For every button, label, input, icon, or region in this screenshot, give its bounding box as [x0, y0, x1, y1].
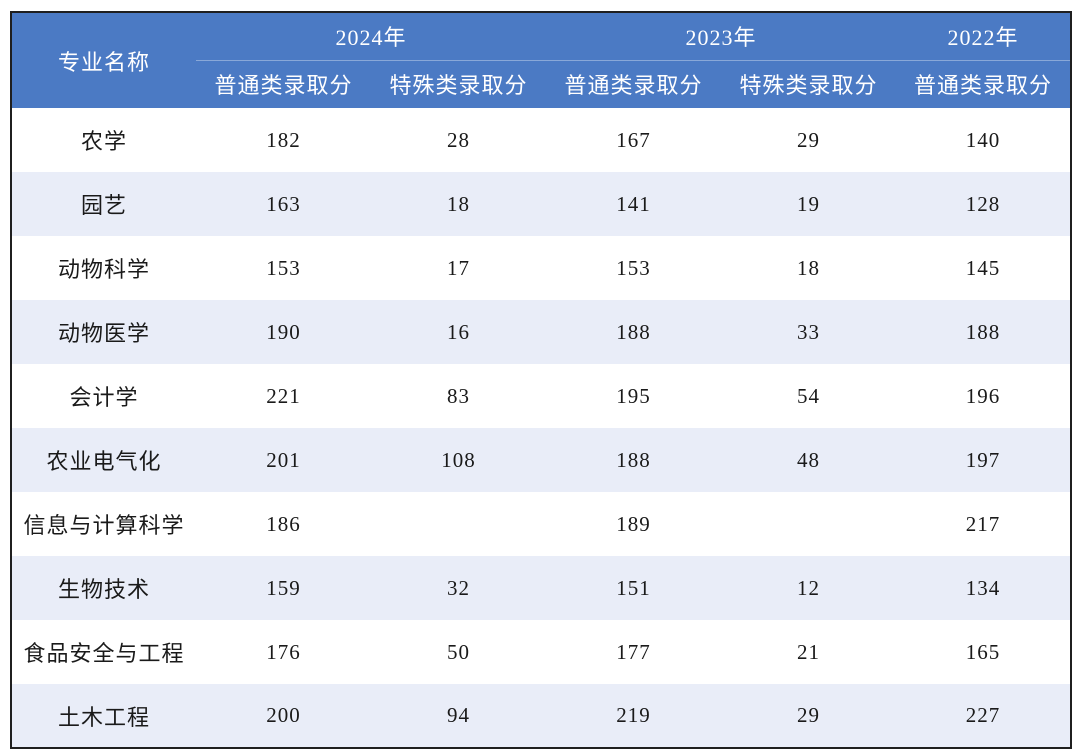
column-header-major: 专业名称 [11, 12, 196, 108]
score-cell: 153 [196, 236, 371, 300]
score-cell: 197 [896, 428, 1072, 492]
score-cell: 176 [196, 620, 371, 684]
score-cell: 221 [196, 364, 371, 428]
score-cell: 188 [546, 300, 722, 364]
score-cell: 21 [721, 620, 897, 684]
table-row: 会计学 221 83 195 54 196 [11, 364, 1072, 428]
score-cell: 54 [721, 364, 897, 428]
major-name-cell: 土木工程 [11, 684, 196, 748]
major-name-cell: 信息与计算科学 [11, 492, 196, 556]
column-header-regular-2023: 普通类录取分 [546, 59, 722, 108]
column-header-regular-2024: 普通类录取分 [196, 59, 371, 108]
score-cell: 227 [896, 684, 1072, 748]
score-cell: 153 [546, 236, 722, 300]
major-name-cell: 食品安全与工程 [11, 620, 196, 684]
column-header-special-2024: 特殊类录取分 [371, 59, 547, 108]
score-cell: 94 [371, 684, 547, 748]
admission-scores-table: 专业名称 2024年 2023年 2022年 普通类录取分 特殊类录取分 普通类… [10, 11, 1073, 749]
column-header-regular-2022: 普通类录取分 [896, 59, 1072, 108]
score-cell: 217 [896, 492, 1072, 556]
score-cell: 188 [546, 428, 722, 492]
table-body: 农学 182 28 167 29 140 园艺 163 18 141 19 128 动物科学 153 17 1… [11, 108, 1072, 748]
table-header: 专业名称 2024年 2023年 2022年 普通类录取分 特殊类录取分 普通类… [11, 12, 1072, 108]
score-cell: 145 [896, 236, 1072, 300]
score-cell: 108 [371, 428, 547, 492]
table-row: 农学 182 28 167 29 140 [11, 108, 1072, 172]
score-cell: 18 [371, 172, 547, 236]
major-name-cell: 动物科学 [11, 236, 196, 300]
score-cell: 189 [546, 492, 722, 556]
score-cell: 188 [896, 300, 1072, 364]
column-header-year-2022: 2022年 [896, 12, 1072, 60]
score-cell: 48 [721, 428, 897, 492]
score-cell: 128 [896, 172, 1072, 236]
table-row: 信息与计算科学 186 189 217 [11, 492, 1072, 556]
score-cell: 177 [546, 620, 722, 684]
score-cell: 32 [371, 556, 547, 620]
table-row: 生物技术 159 32 151 12 134 [11, 556, 1072, 620]
score-cell: 159 [196, 556, 371, 620]
table-row: 土木工程 200 94 219 29 227 [11, 684, 1072, 748]
score-cell: 165 [896, 620, 1072, 684]
score-cell: 134 [896, 556, 1072, 620]
score-cell: 29 [721, 108, 897, 172]
score-cell [371, 492, 547, 556]
score-cell: 163 [196, 172, 371, 236]
major-name-cell: 生物技术 [11, 556, 196, 620]
score-cell: 29 [721, 684, 897, 748]
column-header-year-2024: 2024年 [196, 12, 547, 60]
table-row: 食品安全与工程 176 50 177 21 165 [11, 620, 1072, 684]
score-cell: 33 [721, 300, 897, 364]
score-cell: 140 [896, 108, 1072, 172]
score-cell: 195 [546, 364, 722, 428]
header-row-years: 专业名称 2024年 2023年 2022年 [11, 12, 1072, 108]
column-header-special-2023: 特殊类录取分 [721, 59, 897, 108]
score-cell: 141 [546, 172, 722, 236]
major-name-cell: 农学 [11, 108, 196, 172]
score-cell: 16 [371, 300, 547, 364]
score-cell: 19 [721, 172, 897, 236]
score-cell: 196 [896, 364, 1072, 428]
score-cell: 201 [196, 428, 371, 492]
score-cell: 83 [371, 364, 547, 428]
major-name-cell: 动物医学 [11, 300, 196, 364]
score-cell: 151 [546, 556, 722, 620]
major-name-cell: 农业电气化 [11, 428, 196, 492]
score-cell: 190 [196, 300, 371, 364]
table-row: 园艺 163 18 141 19 128 [11, 172, 1072, 236]
score-cell: 28 [371, 108, 547, 172]
score-cell [721, 492, 897, 556]
major-name-cell: 会计学 [11, 364, 196, 428]
table-row: 动物科学 153 17 153 18 145 [11, 236, 1072, 300]
score-cell: 186 [196, 492, 371, 556]
score-cell: 200 [196, 684, 371, 748]
major-name-cell: 园艺 [11, 172, 196, 236]
score-cell: 219 [546, 684, 722, 748]
score-cell: 12 [721, 556, 897, 620]
score-cell: 182 [196, 108, 371, 172]
table-row: 动物医学 190 16 188 33 188 [11, 300, 1072, 364]
score-cell: 50 [371, 620, 547, 684]
score-cell: 167 [546, 108, 722, 172]
column-header-year-2023: 2023年 [546, 12, 897, 60]
header-row-subheaders: 普通类录取分 特殊类录取分 普通类录取分 特殊类录取分 普通类录取分 [11, 59, 1072, 108]
table-row: 农业电气化 201 108 188 48 197 [11, 428, 1072, 492]
score-cell: 17 [371, 236, 547, 300]
score-cell: 18 [721, 236, 897, 300]
